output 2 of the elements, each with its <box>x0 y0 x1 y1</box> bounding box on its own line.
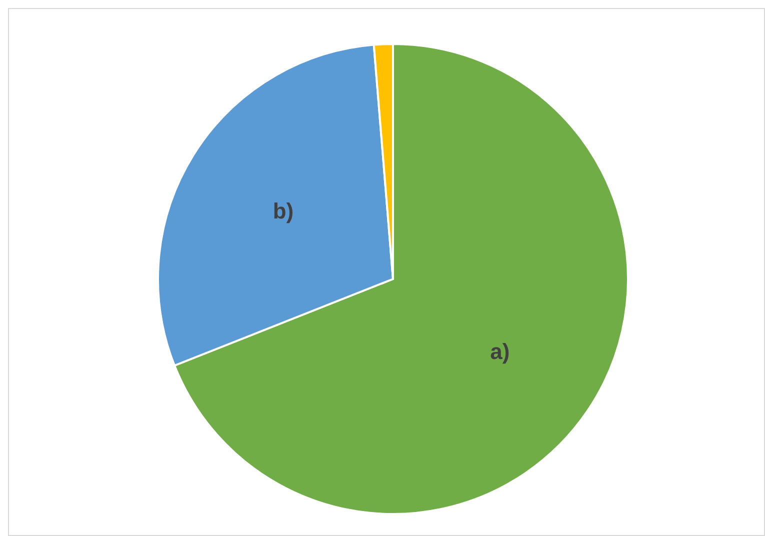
slice-label: a) <box>490 339 510 364</box>
slice-label: b) <box>272 198 294 224</box>
